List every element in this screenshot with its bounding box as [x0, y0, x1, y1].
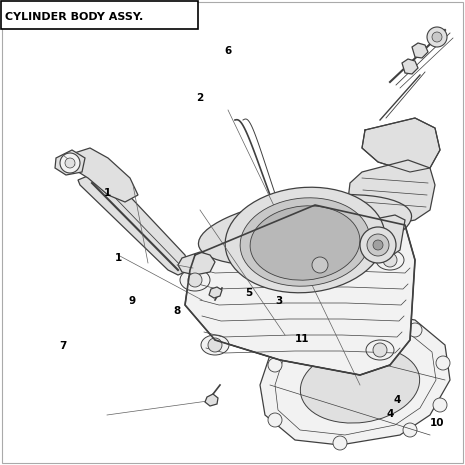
Text: 6: 6	[224, 46, 232, 56]
Text: 4: 4	[387, 409, 394, 419]
Circle shape	[360, 227, 396, 263]
Circle shape	[268, 358, 282, 372]
Text: 5: 5	[245, 288, 252, 298]
Text: 11: 11	[295, 334, 310, 345]
Circle shape	[408, 323, 422, 337]
Polygon shape	[78, 170, 190, 275]
Ellipse shape	[376, 250, 404, 270]
Text: 4: 4	[394, 395, 401, 405]
Polygon shape	[68, 148, 138, 202]
Circle shape	[208, 338, 222, 352]
Text: 1: 1	[115, 253, 122, 263]
Circle shape	[303, 333, 317, 347]
Ellipse shape	[250, 206, 360, 280]
Circle shape	[60, 153, 80, 173]
Text: 9: 9	[129, 296, 136, 306]
Circle shape	[367, 234, 389, 256]
Text: 10: 10	[430, 418, 445, 428]
Circle shape	[373, 343, 387, 357]
Ellipse shape	[300, 347, 419, 423]
Circle shape	[188, 273, 202, 287]
Text: 1: 1	[103, 188, 111, 198]
Circle shape	[403, 423, 417, 437]
Circle shape	[432, 32, 442, 42]
Polygon shape	[348, 160, 435, 225]
Circle shape	[306, 251, 334, 279]
Circle shape	[373, 240, 383, 250]
Polygon shape	[365, 215, 405, 258]
Circle shape	[268, 413, 282, 427]
Ellipse shape	[366, 340, 394, 360]
Polygon shape	[205, 394, 218, 406]
Text: 8: 8	[173, 306, 180, 316]
Polygon shape	[178, 252, 215, 275]
Polygon shape	[412, 43, 428, 58]
Text: 7: 7	[59, 341, 66, 352]
Polygon shape	[362, 118, 440, 172]
Ellipse shape	[199, 194, 412, 266]
Ellipse shape	[201, 335, 229, 355]
Circle shape	[436, 356, 450, 370]
Polygon shape	[260, 310, 450, 445]
Polygon shape	[55, 150, 85, 175]
Ellipse shape	[180, 269, 210, 291]
Polygon shape	[209, 287, 222, 298]
Polygon shape	[402, 59, 418, 74]
Circle shape	[65, 158, 75, 168]
Text: CYLINDER BODY ASSY.: CYLINDER BODY ASSY.	[5, 12, 143, 22]
Circle shape	[427, 27, 447, 47]
Circle shape	[333, 436, 347, 450]
Circle shape	[433, 398, 447, 412]
Text: 2: 2	[196, 93, 204, 103]
Text: 3: 3	[275, 296, 283, 306]
Circle shape	[312, 257, 328, 273]
Ellipse shape	[240, 198, 370, 286]
Ellipse shape	[225, 187, 385, 293]
Polygon shape	[185, 205, 415, 375]
Circle shape	[383, 253, 397, 267]
FancyBboxPatch shape	[1, 1, 198, 29]
